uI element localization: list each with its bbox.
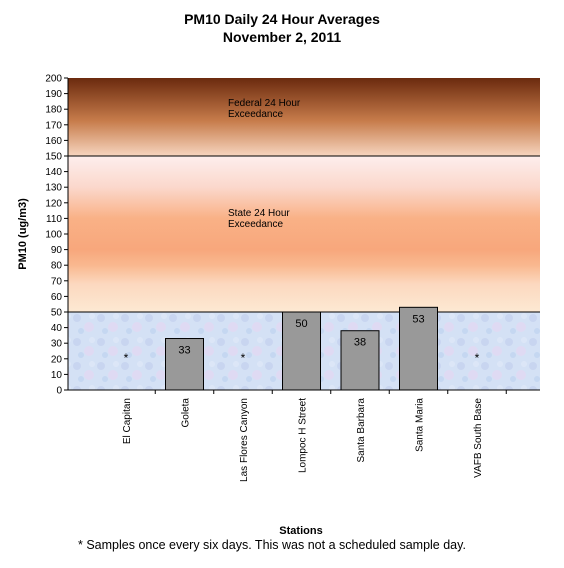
data-label: 50 [295,318,307,330]
background-bands [68,78,540,390]
data-label: 38 [354,337,366,349]
y-axis-title: PM10 (ug/m3) [17,198,29,270]
x-tick-label: Lompoc H Street [298,398,309,473]
y-tick-label: 190 [45,89,62,100]
bar [340,330,380,391]
no-sample-marker: * [124,351,129,365]
y-tick-label: 170 [45,120,62,131]
y-tick-label: 180 [45,105,62,116]
x-tick-label: Las Flores Canyon [239,398,250,482]
x-ticks: El Capitan Goleta Las Flores Canyon Lompoc … [122,390,507,482]
y-tick-label: 50 [51,308,63,319]
x-tick-label: El Capitan [122,398,133,444]
y-tick-label: 30 [51,339,63,350]
federal-band-label-line: Exceedance [228,109,283,120]
x-tick-label: VAFB South Base [473,398,484,478]
data-label: 33 [178,345,190,357]
chart-title: PM10 Daily 24 Hour Averages [184,11,380,27]
x-tick-label: Santa Maria [415,398,426,452]
y-tick-label: 200 [45,74,62,85]
data-label: 53 [412,313,424,325]
band-state-exceedance [68,156,540,312]
federal-band-label-line: Federal 24 Hour [228,98,301,109]
y-tick-label: 80 [51,261,63,272]
bar [282,311,321,391]
no-sample-marker: * [241,351,246,365]
state-band-label-line: Exceedance [228,219,283,230]
y-tick-label: 0 [56,386,62,397]
x-axis-title: Stations [279,525,322,537]
y-tick-label: 140 [45,167,62,178]
y-tick-label: 150 [45,152,62,163]
footnote: * Samples once every six days. This was … [78,538,466,552]
no-sample-marker: * [475,351,480,365]
chart-subtitle: November 2, 2011 [223,29,342,45]
x-tick-label: Santa Barbara [356,398,367,463]
data-labels: * 33 * 50 38 53 * [124,313,480,365]
y-tick-label: 130 [45,183,62,194]
y-tick-label: 90 [51,245,63,256]
y-tick-label: 40 [51,323,63,334]
y-tick-label: 110 [46,214,62,225]
band-federal-exceedance [68,78,540,156]
bars [165,306,438,391]
y-tick-label: 10 [51,370,63,381]
y-tick-label: 160 [45,136,62,147]
x-tick-label: Goleta [181,398,192,428]
y-tick-label: 70 [51,276,63,287]
bar [399,306,438,391]
y-ticks: 0 10 20 30 40 50 60 70 80 90 100 110 120 130 140 150 160… [45,74,68,397]
y-tick-label: 60 [51,292,63,303]
y-tick-label: 100 [45,230,62,241]
state-band-label-line: State 24 Hour [228,208,290,219]
y-tick-label: 20 [51,354,63,365]
y-tick-label: 120 [45,198,62,209]
